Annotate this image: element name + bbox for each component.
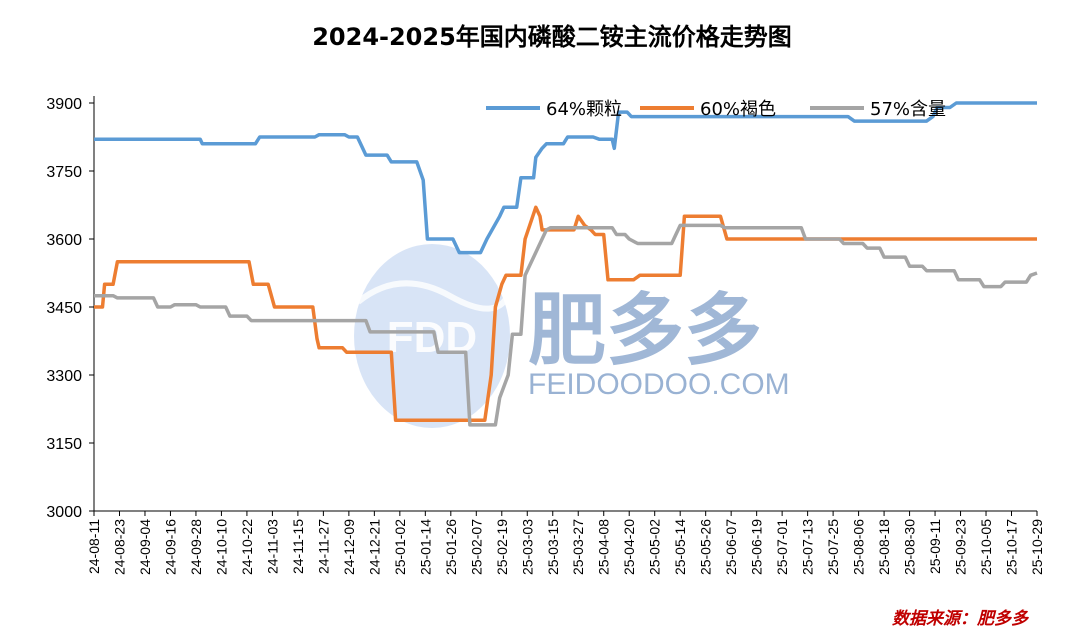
- x-tick-label: 25-08-30: [902, 519, 918, 575]
- x-tick-label: 24-09-28: [188, 519, 204, 575]
- x-tick-label: 24-10-22: [239, 519, 255, 575]
- legend-label-1: 60%褐色: [700, 99, 776, 120]
- x-tick-label: 24-08-23: [111, 519, 127, 575]
- x-tick-label: 25-10-05: [978, 519, 994, 575]
- x-tick-label: 25-05-26: [698, 519, 714, 575]
- watermark: FDD 肥多多 FEIDOODOO.COM: [354, 244, 790, 428]
- x-tick-label: 24-09-04: [137, 519, 153, 575]
- y-tick-label: 3600: [46, 232, 82, 249]
- chart-axes: 3000 3150 3300 3450 3600 3750 3900 24-08-11 24-0…: [46, 96, 1045, 575]
- x-tick-label: 24-11-15: [290, 519, 306, 574]
- y-tick-label: 3450: [46, 300, 82, 317]
- x-tick-label: 25-04-20: [621, 519, 637, 575]
- watermark-brand-cn: 肥多多: [528, 286, 762, 376]
- x-tick-label: 24-12-21: [366, 519, 382, 575]
- x-tick-label: 25-10-17: [1004, 519, 1020, 575]
- x-tick-label: 25-08-06: [851, 519, 867, 575]
- x-tick-label: 24-11-27: [315, 519, 331, 574]
- data-source-note: 数据来源：肥多多: [892, 609, 1030, 629]
- y-tick-label: 3150: [46, 436, 82, 453]
- x-tick-label: 25-06-07: [723, 519, 739, 575]
- x-tick-label: 24-08-11: [86, 519, 102, 574]
- x-tick-label: 25-06-19: [749, 519, 765, 575]
- x-tick-label: 25-07-01: [774, 519, 790, 575]
- x-tick-label: 25-05-02: [647, 519, 663, 575]
- x-tick-label: 25-09-23: [953, 519, 969, 575]
- x-tick-label: 25-09-11: [927, 519, 943, 574]
- x-tick-label: 25-05-14: [672, 519, 688, 575]
- x-tick-label: 24-10-10: [213, 519, 229, 575]
- y-tick-label: 3900: [46, 96, 82, 113]
- x-tick-label: 25-02-19: [494, 519, 510, 575]
- series-line-0: [94, 101, 1037, 255]
- x-tick-label: 25-01-02: [392, 519, 408, 575]
- series-line-2: [94, 223, 1038, 427]
- watermark-brand-en: FEIDOODOO.COM: [528, 368, 790, 401]
- x-tick-label: 25-08-18: [876, 519, 892, 575]
- chart-legend: 64%颗粒 60%褐色 57%含量: [486, 99, 946, 120]
- legend-label-2: 57%含量: [870, 99, 946, 120]
- y-tick-label: 3000: [46, 504, 82, 521]
- x-tick-label: 25-07-25: [825, 519, 841, 575]
- x-tick-label: 25-02-07: [468, 519, 484, 575]
- x-tick-label: 25-04-08: [596, 519, 612, 575]
- chart-title: 2024-2025年国内磷酸二铵主流价格走势图: [312, 23, 792, 51]
- chart-lines: [94, 101, 1038, 427]
- x-tick-label: 24-09-16: [162, 519, 178, 575]
- x-tick-label: 25-03-03: [519, 519, 535, 575]
- x-tick-label: 25-07-13: [800, 519, 816, 575]
- x-tick-label: 24-11-03: [264, 519, 280, 574]
- series-line-1: [94, 205, 1037, 423]
- x-tick-label: 25-01-26: [443, 519, 459, 575]
- x-tick-label: 25-01-14: [417, 519, 433, 575]
- watermark-logo-wave: [356, 280, 513, 312]
- x-tick-label: 25-10-29: [1029, 519, 1045, 575]
- legend-label-0: 64%颗粒: [546, 99, 622, 120]
- watermark-logo-text: FDD: [387, 313, 477, 362]
- x-tick-label: 25-03-15: [545, 519, 561, 575]
- y-tick-label: 3750: [46, 164, 82, 181]
- x-tick-label: 24-12-09: [341, 519, 357, 575]
- y-tick-label: 3300: [46, 368, 82, 385]
- x-tick-label: 25-03-27: [570, 519, 586, 575]
